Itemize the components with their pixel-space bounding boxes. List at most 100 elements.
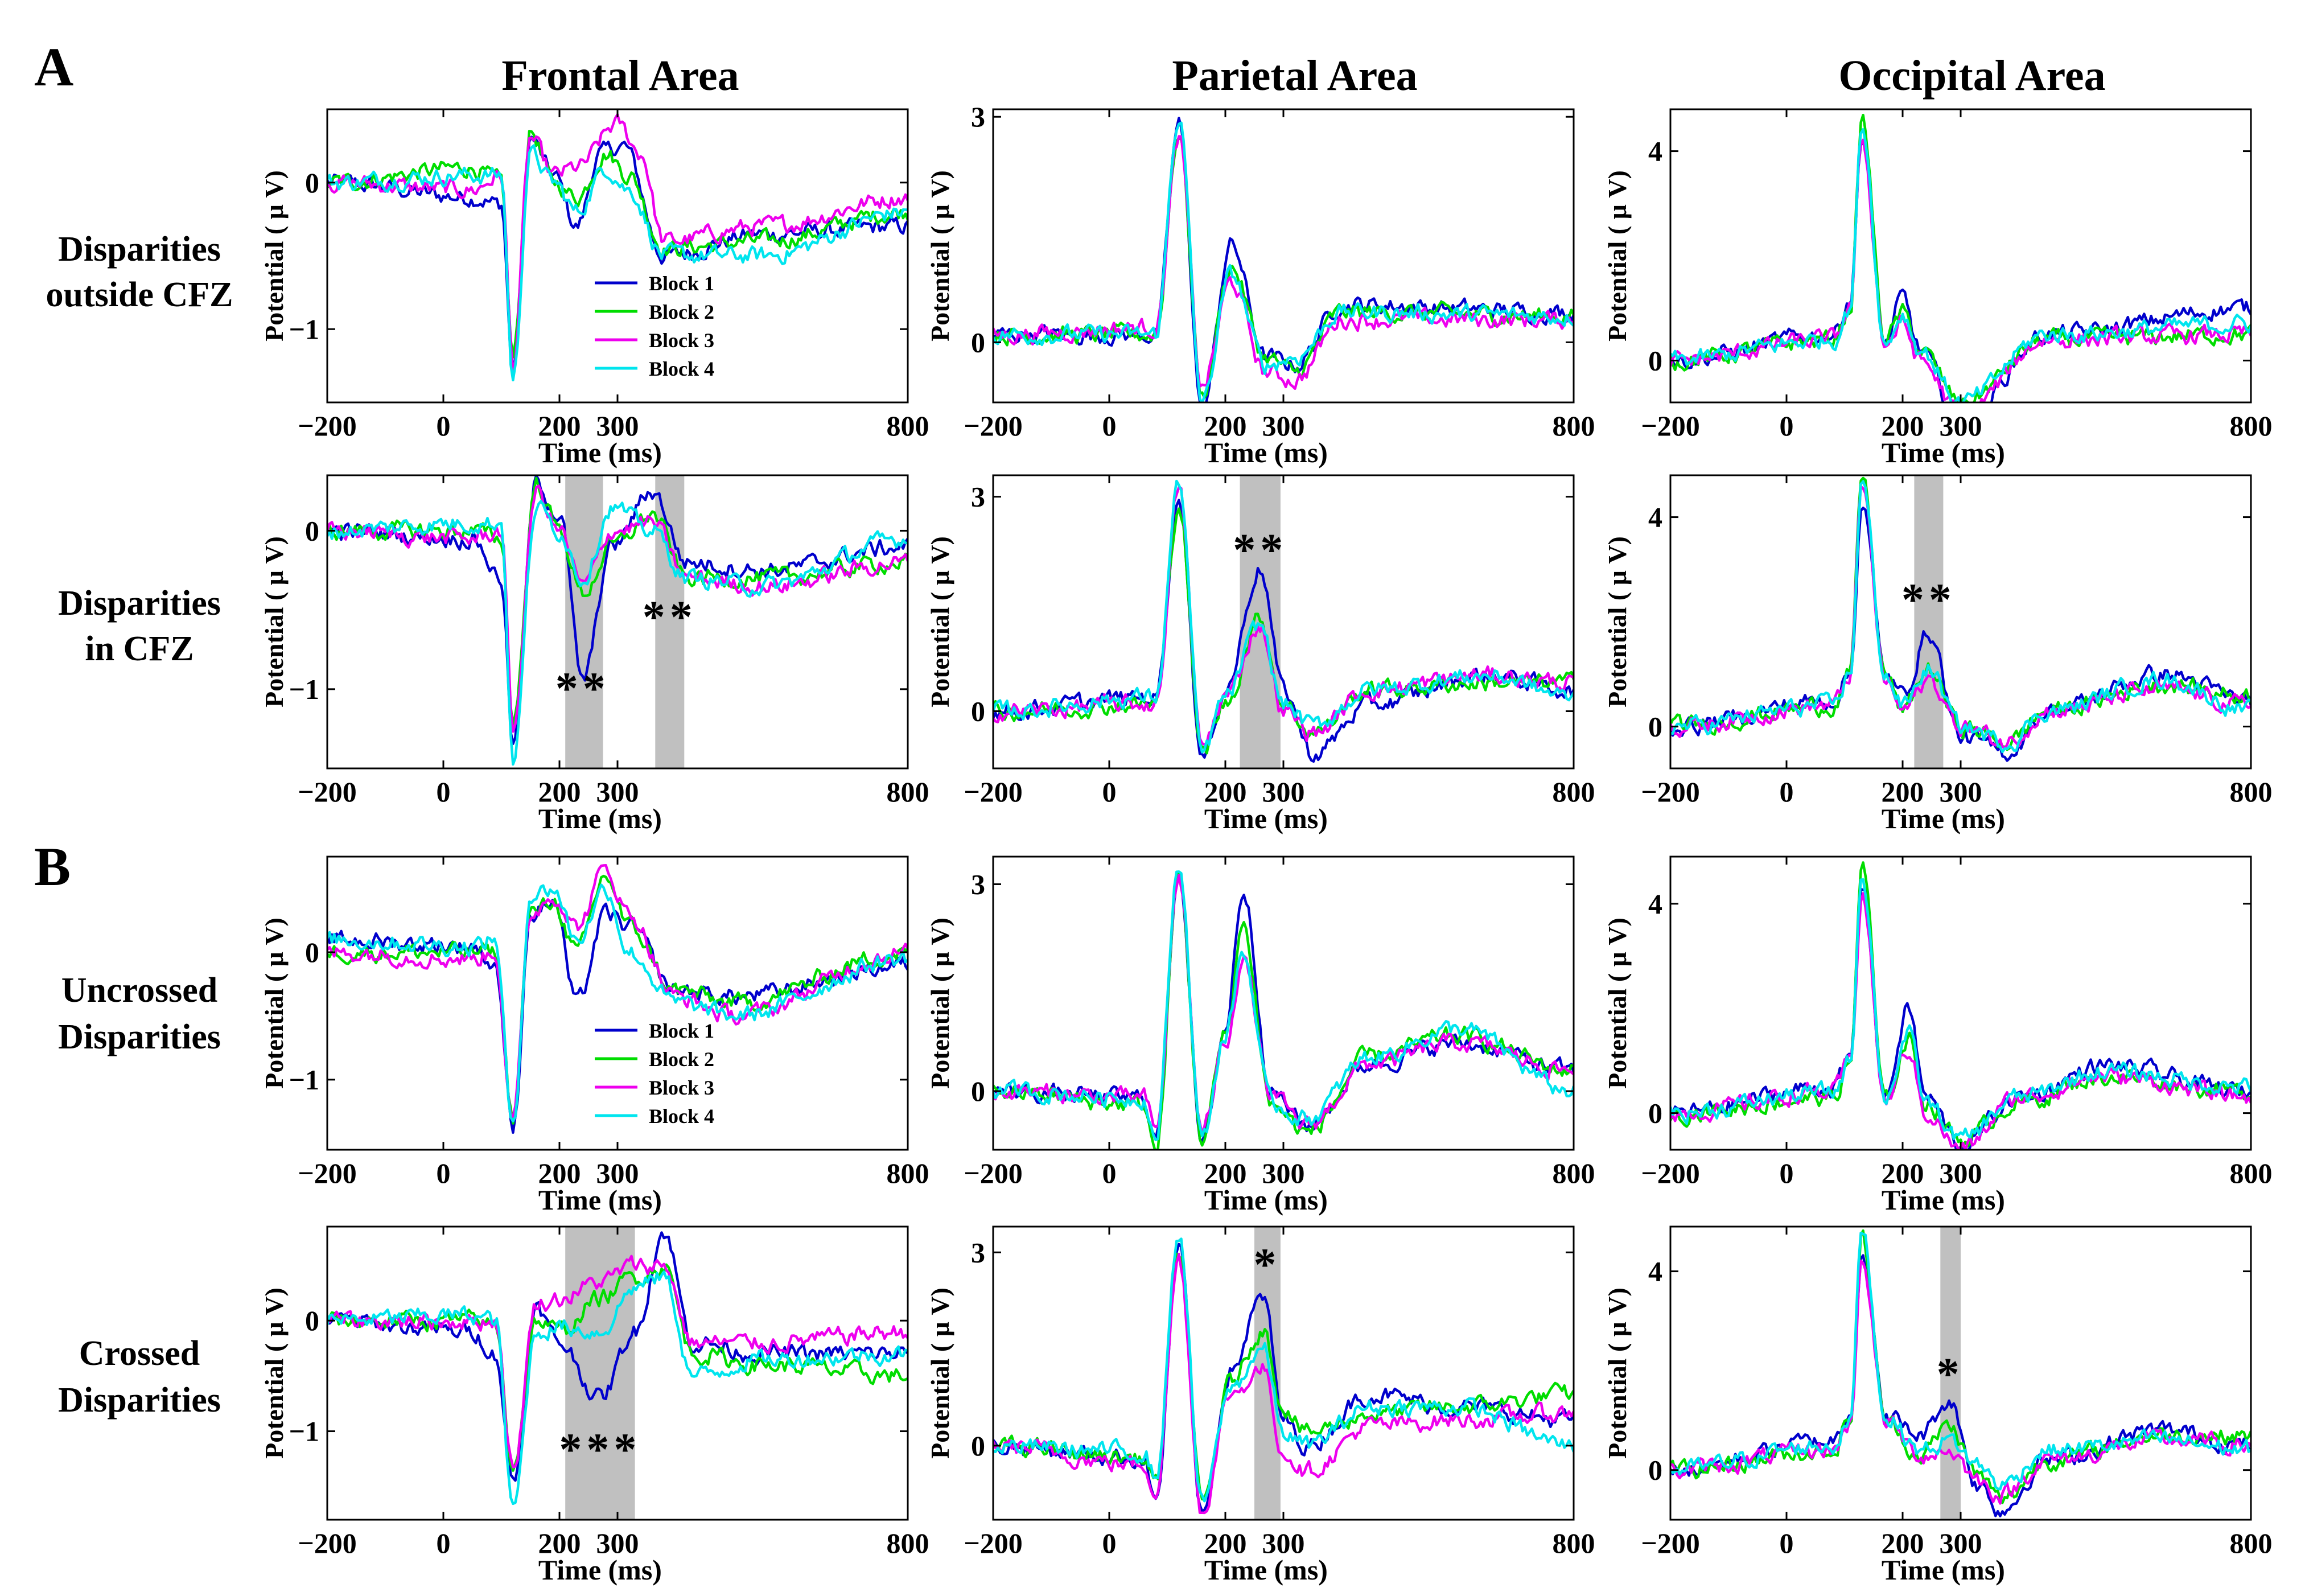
x-tick-label: 300 [596,1157,639,1189]
significance-stars: ** [1901,575,1956,625]
legend-label-block-2: Block 2 [649,301,714,323]
x-tick-label: −200 [298,1157,357,1189]
series-line-block-1 [1670,887,2251,1150]
significance-stars: ** [643,593,697,643]
series-line-block-4 [993,1237,1574,1503]
series-line-block-1 [327,899,908,1134]
y-axis-label: Potential ( μ V) [925,170,954,342]
y-tick-label: 4 [1648,888,1662,920]
y-tick-label: 0 [305,167,319,199]
axes-frame [1669,474,2252,770]
series-line-block-4 [1670,878,2251,1141]
x-tick-label: −200 [298,776,357,808]
x-axis-label: Time (ms) [1204,1554,1328,1586]
y-axis-label: Potential ( μ V) [260,170,289,342]
series-line-block-4 [993,479,1574,754]
x-tick-label: 0 [1780,410,1794,442]
row-label-uncrossed: Uncrossed Disparities [58,971,221,1056]
y-tick-label: 4 [1648,135,1662,167]
row-label-in-cfz: Disparities in CFZ [58,584,221,668]
x-tick-label: −200 [1641,776,1700,808]
y-tick-label: −1 [289,313,320,345]
series-line-block-2 [327,476,908,727]
y-axis-label: Potential ( μ V) [1603,536,1632,707]
legend-label-block-1: Block 1 [649,1019,714,1042]
x-tick-label: 0 [437,1527,451,1559]
series-line-block-2 [993,1252,1574,1501]
y-tick-label: 0 [305,1305,319,1336]
x-tick-label: 200 [1882,776,1924,808]
y-axis-label: Potential ( μ V) [1603,170,1632,342]
x-tick-label: 300 [1940,1527,1982,1559]
x-axis-label: Time (ms) [538,437,662,468]
plot-grid: −200 0 200 300 800 0 −1 Time (ms) Potential ( μ … [260,101,2273,1586]
significance-stars: ** [555,664,610,714]
y-axis-label: Potential ( μ V) [260,918,289,1089]
x-tick-label: 300 [1262,776,1305,808]
series-line-block-1 [993,499,1574,763]
x-tick-label: 300 [1940,1157,1982,1189]
x-tick-label: 0 [437,410,451,442]
column-title-occipital: Occipital Area [1838,52,2105,100]
legend-label-block-4: Block 4 [649,357,714,380]
x-tick-label: 0 [1780,1527,1794,1559]
row-label-outside-cfz: Disparities outside CFZ [46,230,233,314]
x-tick-label: 800 [2230,1157,2273,1189]
series-line-block-4 [993,870,1574,1142]
series-line-block-4 [327,144,908,382]
row-label-line: Crossed [79,1334,200,1373]
significance-shade [1914,475,1944,768]
y-tick-label: 4 [1648,1256,1662,1288]
column-title-parietal: Parietal Area [1172,52,1417,100]
y-axis-label: Potential ( μ V) [1603,1288,1632,1459]
y-tick-label: 0 [1648,710,1662,742]
series-line-block-1 [327,475,908,745]
x-axis-label: Time (ms) [1204,1184,1328,1216]
x-axis-label: Time (ms) [538,1554,662,1586]
legend-label-block-4: Block 4 [649,1105,714,1128]
y-axis-label: Potential ( μ V) [260,1288,289,1459]
erp-plot-r2-c0: −200 0 200 300 800 0 −1 Time (ms) Potential ( μ … [260,855,929,1216]
series-line-block-4 [327,883,908,1123]
y-tick-label: 0 [971,696,985,727]
x-tick-label: 300 [1940,410,1982,442]
series-line-block-4 [993,121,1574,402]
y-axis-label: Potential ( μ V) [1603,918,1632,1089]
x-tick-label: 800 [887,1527,929,1559]
x-tick-label: 300 [1940,776,1982,808]
x-axis-label: Time (ms) [1882,1184,2005,1216]
x-tick-label: −200 [964,776,1023,808]
y-axis-label: Potential ( μ V) [925,1288,954,1459]
x-tick-label: −200 [1641,410,1700,442]
x-tick-label: −200 [964,1157,1023,1189]
significance-shade [565,1227,635,1520]
erp-plot-r2-c2: −200 0 200 300 800 0 4 Time (ms) Potential ( μ V… [1603,855,2273,1216]
significance-stars: * [1937,1350,1964,1400]
erp-plot-r1-c0: −200 0 200 300 800 0 −1 Time (ms) Potential ( μ … [260,474,929,834]
axes-frame [326,474,909,770]
axes-frame [326,108,909,404]
y-tick-label: 0 [1648,1097,1662,1129]
x-tick-label: 800 [2230,1527,2273,1559]
x-tick-label: 800 [1553,1157,1595,1189]
x-axis-label: Time (ms) [1204,803,1328,834]
y-tick-label: −1 [289,1416,320,1447]
row-label-line: Disparities [58,1018,221,1056]
x-tick-label: 800 [887,410,929,442]
x-axis-label: Time (ms) [1882,803,2005,834]
axes-frame [992,1225,1575,1521]
erp-plot-r3-c1: −200 0 200 300 800 0 3 Time (ms) Potential ( μ V… [925,1225,1595,1586]
axes-frame [1669,855,2252,1151]
x-tick-label: 0 [1780,776,1794,808]
series-line-block-2 [1670,113,2251,402]
column-title-frontal: Frontal Area [501,52,739,100]
series-line-block-3 [993,135,1574,390]
legend-label-block-3: Block 3 [649,1076,714,1099]
y-tick-label: 4 [1648,501,1662,533]
significance-shade [565,475,603,768]
erp-plot-r0-c0: −200 0 200 300 800 0 −1 Time (ms) Potential ( μ … [260,108,929,468]
series-line-block-3 [327,864,908,1118]
series-line-block-3 [993,874,1574,1135]
x-axis-label: Time (ms) [538,803,662,834]
row-label-line: Disparities [58,584,221,623]
